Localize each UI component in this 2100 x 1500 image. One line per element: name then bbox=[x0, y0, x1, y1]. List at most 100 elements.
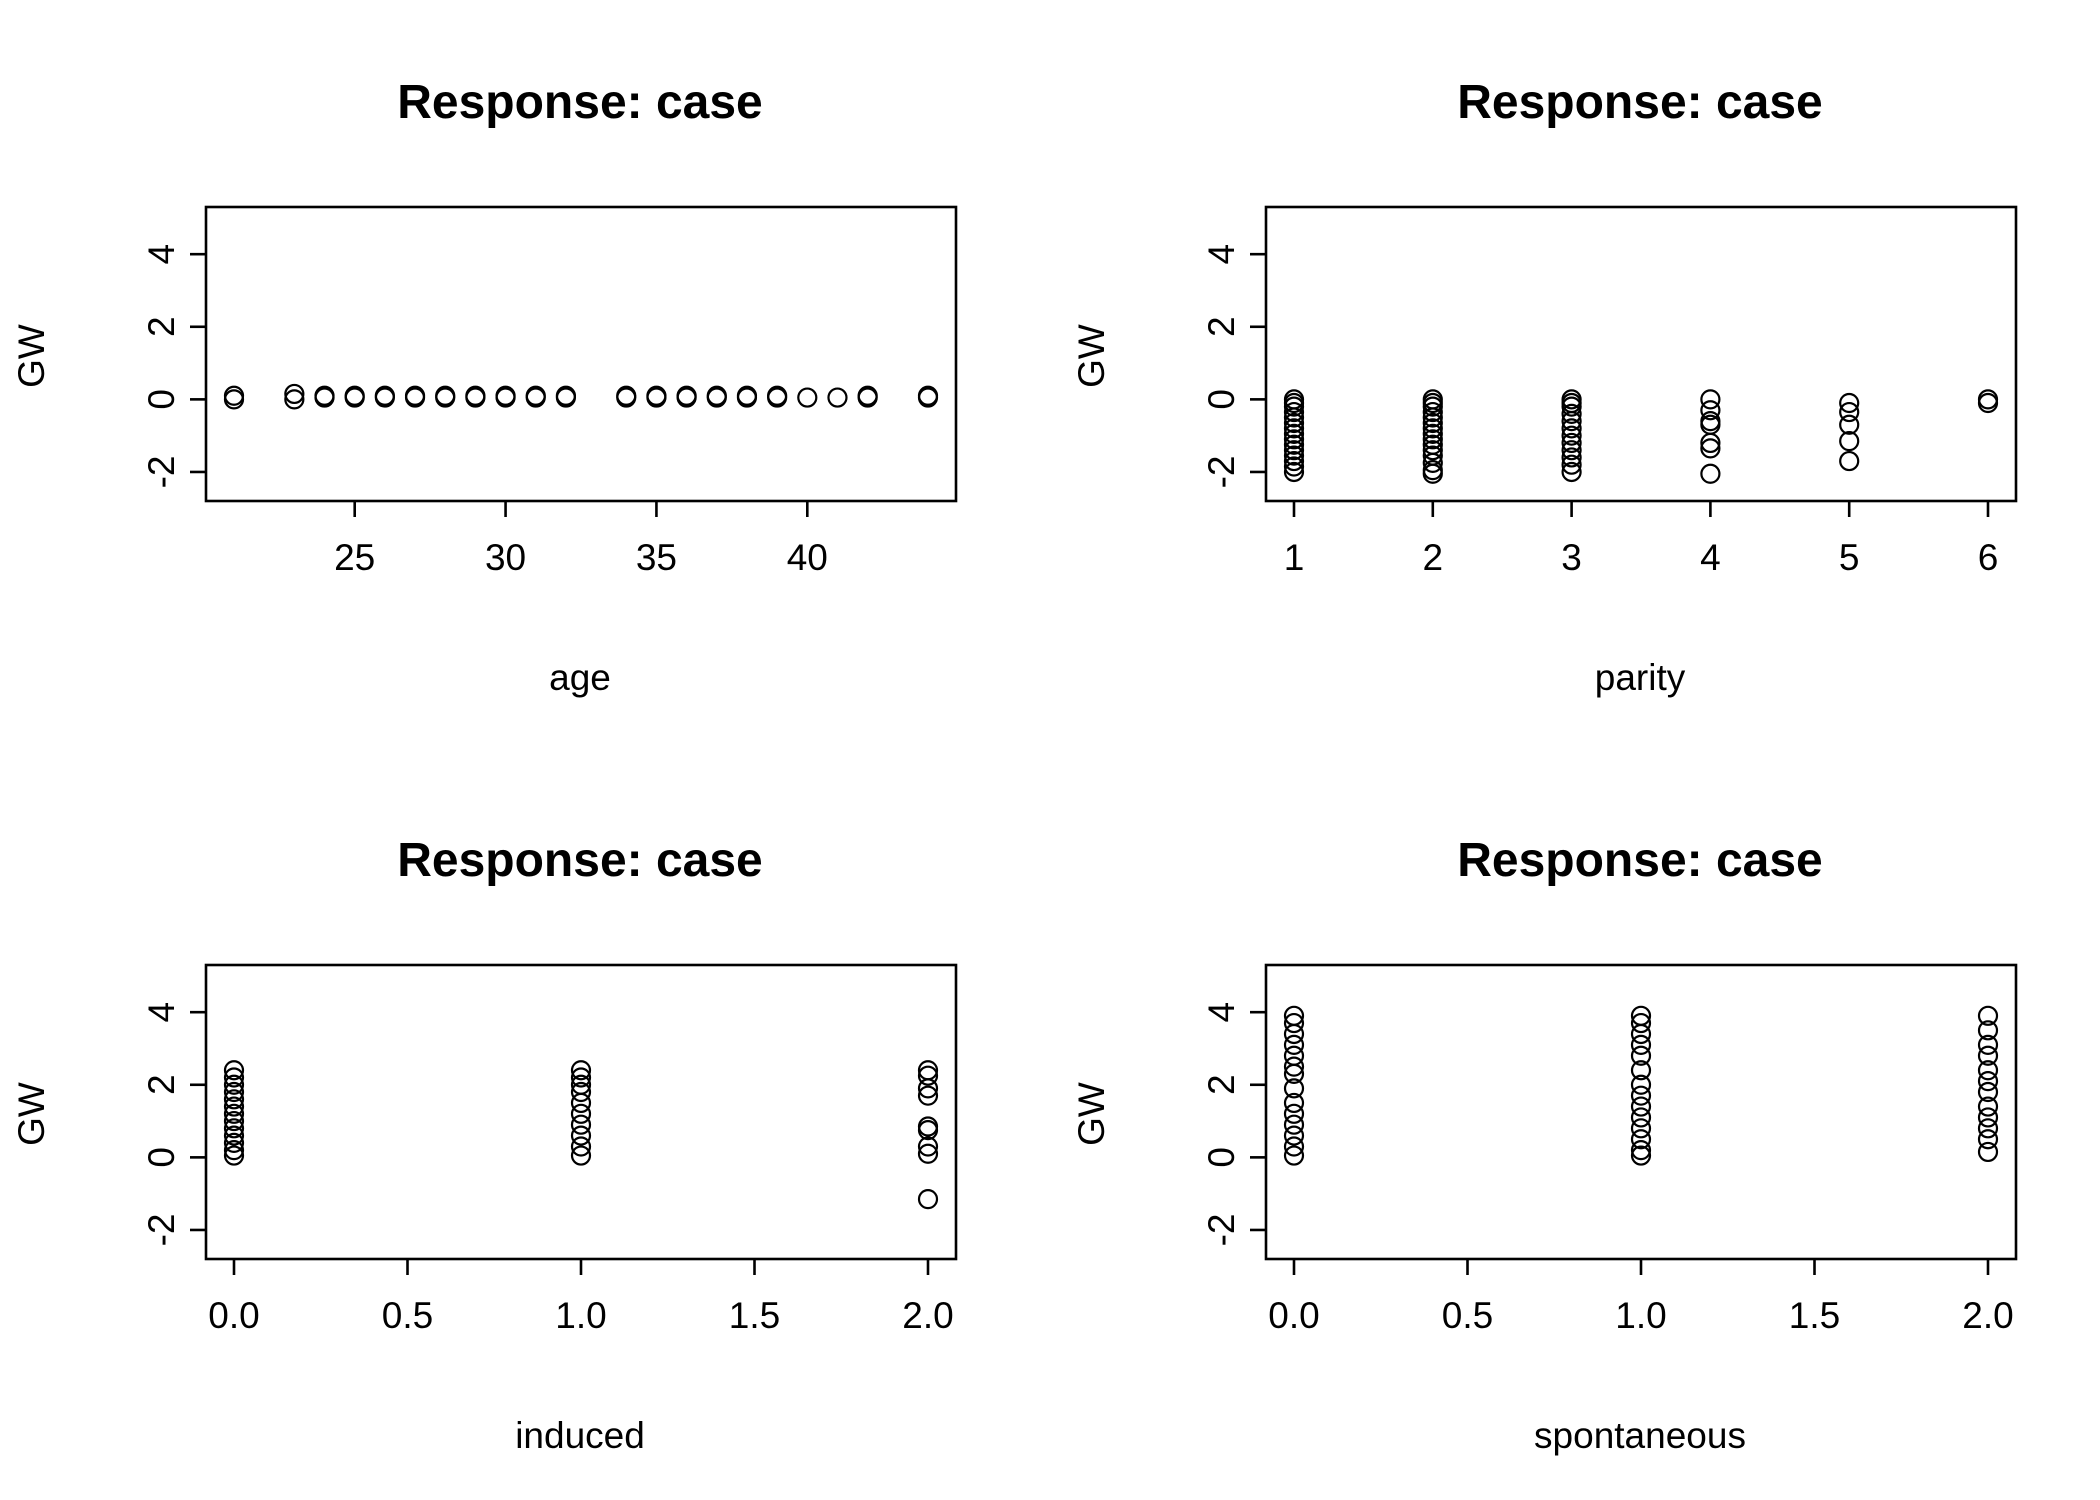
data-point bbox=[917, 1065, 939, 1086]
data-point bbox=[1561, 432, 1582, 454]
data-point bbox=[706, 387, 727, 408]
x-tick-label: 1 bbox=[1284, 537, 1305, 578]
data-point bbox=[1422, 412, 1443, 434]
chart-title: Response: case bbox=[397, 834, 763, 887]
data-point bbox=[1839, 450, 1860, 472]
data-point bbox=[1700, 400, 1721, 421]
data-point bbox=[1630, 1140, 1652, 1161]
data-point bbox=[1283, 440, 1305, 461]
data-point bbox=[1561, 418, 1582, 439]
data-point bbox=[1839, 392, 1860, 414]
data-point bbox=[1630, 1060, 1652, 1081]
data-point bbox=[917, 1085, 939, 1106]
x-tick-label: 25 bbox=[334, 537, 375, 578]
data-point bbox=[1700, 438, 1721, 459]
data-point bbox=[1977, 1045, 1999, 1066]
y-tick-label: -2 bbox=[141, 1214, 182, 1247]
data-point bbox=[797, 387, 818, 408]
data-point bbox=[1561, 454, 1582, 475]
data-point bbox=[1283, 445, 1305, 466]
data-point bbox=[223, 1118, 245, 1139]
x-tick-label: 1.0 bbox=[1615, 1295, 1666, 1336]
data-point bbox=[1422, 418, 1443, 439]
data-point bbox=[223, 1140, 245, 1161]
data-point bbox=[1283, 461, 1305, 483]
data-point bbox=[1283, 1114, 1305, 1135]
data-point bbox=[1977, 1118, 1999, 1139]
data-point bbox=[344, 387, 365, 408]
data-point bbox=[1561, 403, 1582, 424]
data-point bbox=[1422, 463, 1443, 484]
data-point bbox=[1283, 434, 1305, 455]
data-point bbox=[1283, 1092, 1305, 1114]
y-tick-label: -2 bbox=[1201, 456, 1242, 489]
data-point bbox=[676, 387, 697, 408]
data-point bbox=[917, 1136, 939, 1157]
data-point bbox=[1630, 1118, 1652, 1139]
x-tick-label: 0.5 bbox=[382, 1295, 433, 1336]
data-point bbox=[1977, 1020, 1999, 1041]
data-point bbox=[917, 1078, 939, 1099]
data-point bbox=[223, 1110, 245, 1132]
x-axis-label: induced bbox=[515, 1415, 645, 1456]
data-point bbox=[314, 387, 335, 408]
data-point bbox=[1561, 440, 1582, 461]
data-point bbox=[435, 387, 456, 408]
chart-title: Response: case bbox=[1457, 834, 1823, 887]
x-axis-label: age bbox=[549, 657, 611, 698]
x-axis-label: spontaneous bbox=[1534, 1415, 1746, 1456]
data-point bbox=[1977, 1096, 1999, 1117]
data-point bbox=[1561, 425, 1582, 446]
data-point bbox=[1839, 401, 1860, 423]
y-tick-label: 0 bbox=[141, 389, 182, 410]
data-point bbox=[404, 387, 426, 408]
data-point bbox=[1700, 432, 1721, 454]
data-point bbox=[1283, 423, 1305, 444]
data-point bbox=[1422, 423, 1443, 444]
x-tick-label: 30 bbox=[485, 537, 526, 578]
data-point bbox=[1630, 1145, 1652, 1166]
data-point bbox=[1283, 1078, 1305, 1099]
data-point bbox=[1977, 392, 1999, 414]
data-point bbox=[570, 1103, 592, 1124]
data-point bbox=[1977, 1081, 1999, 1103]
y-tick-label: 4 bbox=[1201, 244, 1242, 265]
data-point bbox=[1283, 412, 1305, 434]
data-point bbox=[223, 1125, 245, 1146]
data-point bbox=[284, 383, 305, 405]
data-point bbox=[1283, 1056, 1305, 1077]
data-point bbox=[570, 1145, 592, 1166]
data-point bbox=[917, 387, 939, 408]
x-tick-label: 1.5 bbox=[1789, 1295, 1840, 1336]
data-point bbox=[284, 389, 305, 410]
data-point bbox=[1630, 1107, 1652, 1128]
data-point bbox=[1422, 440, 1443, 461]
data-point bbox=[555, 387, 577, 408]
data-point bbox=[917, 1143, 939, 1164]
data-point bbox=[525, 387, 546, 408]
x-tick-label: 2.0 bbox=[1962, 1295, 2013, 1336]
data-point bbox=[1839, 414, 1860, 435]
data-point bbox=[857, 387, 878, 408]
data-point bbox=[223, 1089, 245, 1110]
y-tick-label: 4 bbox=[1201, 1002, 1242, 1023]
data-point bbox=[736, 387, 758, 408]
data-point bbox=[917, 1120, 939, 1141]
data-point bbox=[223, 1081, 245, 1103]
x-axis-label: parity bbox=[1595, 657, 1686, 698]
data-point bbox=[1977, 1141, 1999, 1163]
data-point bbox=[1283, 429, 1305, 450]
data-point bbox=[223, 1132, 245, 1153]
data-point bbox=[570, 1114, 592, 1135]
x-tick-label: 1.5 bbox=[729, 1295, 780, 1336]
data-point bbox=[1283, 418, 1305, 439]
x-tick-label: 0.5 bbox=[1442, 1295, 1493, 1336]
y-tick-label: 2 bbox=[141, 316, 182, 337]
x-tick-label: 35 bbox=[636, 537, 677, 578]
data-point bbox=[1839, 431, 1860, 452]
data-point bbox=[1977, 1034, 1999, 1055]
data-point bbox=[1977, 1129, 1999, 1150]
data-point bbox=[1283, 1063, 1305, 1084]
y-tick-label: 2 bbox=[1201, 316, 1242, 337]
data-point bbox=[1630, 1096, 1652, 1117]
